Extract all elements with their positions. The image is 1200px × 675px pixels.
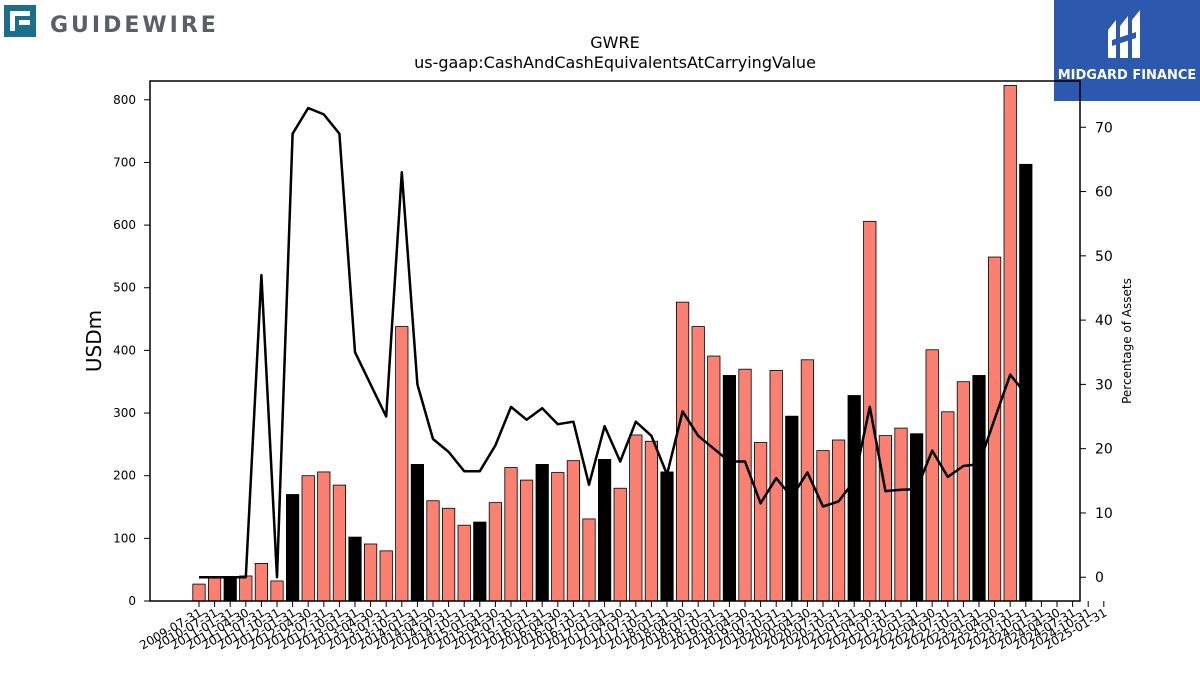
y2-axis-label: Percentage of Assets (1120, 278, 1134, 404)
y-tick-label: 500 (113, 281, 136, 295)
bar-2020-01-31 (785, 415, 799, 602)
bar-2023-10-31 (1019, 163, 1033, 602)
y-tick-label: 300 (113, 406, 136, 420)
plot-frame (149, 80, 1081, 602)
bar-2020-07-31 (816, 450, 830, 602)
bar-2012-04-30 (301, 475, 315, 602)
midgard-logo-icon (1108, 10, 1140, 58)
bar-2014-01-31 (410, 464, 425, 602)
y2-tick-label: 60 (1095, 185, 1113, 201)
bar-2022-10-31 (956, 381, 971, 602)
bar-2019-01-31 (722, 375, 737, 602)
bar-2012-07-31 (317, 471, 331, 602)
y2-tick-label: 10 (1095, 506, 1113, 522)
bar-2023-07-31 (1003, 84, 1017, 602)
y-tick-label: 700 (113, 155, 136, 169)
bar-2010-07-31 (207, 576, 222, 602)
y-axis-label: USDm (82, 310, 106, 372)
chart-title: GWRE (590, 33, 639, 52)
y-axis: 0 100 200 300 400 500 600 700 800 (113, 93, 150, 608)
chart-subtitle: us-gaap:CashAndCashEquivalentsAtCarrying… (414, 53, 816, 72)
bar-2022-04-30 (925, 349, 939, 602)
y2-tick-label: 40 (1095, 313, 1113, 329)
bars-group (192, 84, 1033, 602)
bar-2015-01-31 (473, 521, 487, 602)
bar-2018-10-31 (707, 355, 721, 602)
bar-2016-04-30 (551, 472, 565, 602)
bar-2014-10-31 (457, 524, 471, 602)
bar-2022-01-31 (910, 433, 924, 602)
y2-tick-label: 50 (1095, 249, 1113, 265)
guidewire-logo-icon (4, 5, 36, 37)
bar-2009-07-31 (192, 583, 206, 602)
guidewire-logo-text: GUIDEWIRE (50, 13, 219, 38)
bar-2012-10-31 (332, 484, 347, 602)
y2-tick-label: 30 (1095, 377, 1113, 393)
bar-2013-01-31 (348, 536, 362, 602)
bar-2016-01-31 (535, 464, 549, 602)
bar-2020-10-31 (832, 439, 846, 602)
bar-2014-07-31 (441, 507, 456, 602)
bar-2019-07-31 (754, 442, 768, 602)
bar-2015-04-30 (488, 502, 503, 602)
y2-tick-label: 20 (1095, 442, 1113, 458)
y2-tick-label: 0 (1095, 570, 1104, 586)
bar-2011-01-31 (223, 576, 237, 602)
bar-2011-04-30 (239, 575, 253, 602)
y-tick-label: 200 (113, 469, 136, 483)
bar-2011-10-31 (270, 580, 284, 602)
midgard-finance-logo: MIDGARD FINANCE (1054, 0, 1200, 101)
bar-2021-01-31 (847, 395, 861, 602)
bar-2012-01-31 (285, 494, 300, 602)
y-tick-label: 800 (113, 93, 136, 107)
y-tick-label: 0 (128, 594, 136, 608)
bar-2014-04-30 (426, 500, 440, 602)
guidewire-logo: GUIDEWIRE (4, 5, 234, 39)
bar-2017-04-30 (613, 487, 627, 602)
bar-2021-10-31 (894, 427, 908, 602)
bar-2019-04-30 (738, 368, 752, 602)
x-axis: 2009-07-312010-07-312011-01-312011-04-30… (137, 601, 1109, 652)
bar-2015-07-31 (504, 467, 518, 602)
y2-tick-label: 70 (1095, 120, 1113, 136)
bar-2013-10-31 (395, 326, 409, 602)
midgard-logo-text: MIDGARD FINANCE (1057, 68, 1197, 83)
bar-2017-10-31 (644, 440, 659, 602)
bar-2018-07-31 (691, 326, 705, 602)
y-tick-label: 100 (113, 531, 136, 545)
bar-2016-07-31 (566, 460, 581, 602)
bar-2011-07-31 (254, 563, 268, 602)
bar-2013-07-31 (379, 550, 393, 602)
y-tick-label: 600 (113, 218, 136, 232)
bar-2015-10-31 (520, 479, 534, 602)
bar-2018-01-31 (660, 471, 674, 602)
bar-2021-07-31 (878, 435, 893, 602)
bar-2017-01-31 (598, 459, 612, 602)
bar-2022-07-31 (941, 411, 955, 602)
bar-2023-01-31 (972, 375, 986, 602)
percentage-line (199, 106, 1027, 579)
line-group (199, 106, 1027, 579)
bar-2018-04-30 (676, 301, 690, 602)
y-tick-label: 400 (113, 343, 136, 357)
y2-axis: 0 10 20 30 40 50 60 70 (1080, 120, 1113, 586)
bar-2017-07-31 (629, 434, 643, 602)
bar-2016-10-31 (582, 518, 596, 602)
bar-2013-04-30 (363, 543, 378, 602)
